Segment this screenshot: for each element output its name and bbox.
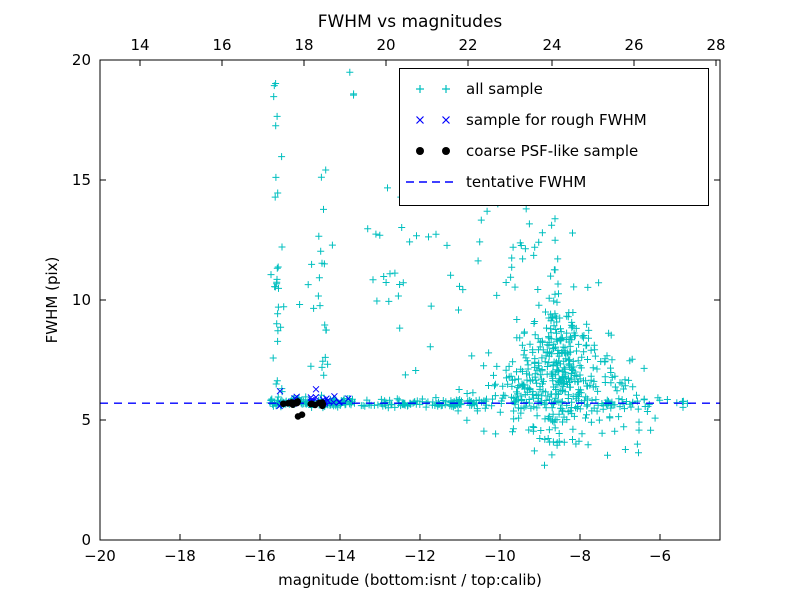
psf-sample-point [298, 411, 306, 419]
x-tick-label: −8 [569, 547, 591, 565]
series-psf-like [280, 398, 327, 420]
legend: all sample sample for rough FWHM coarse PS… [399, 68, 709, 206]
legend-label: all sample [466, 80, 543, 98]
x-tick-label: −18 [164, 547, 196, 565]
psf-sample-point [288, 399, 295, 406]
psf-sample-point [308, 400, 316, 408]
top-tick-label: 26 [624, 36, 643, 54]
top-tick-label: 18 [294, 36, 313, 54]
y-tick-label: 5 [81, 411, 91, 429]
y-tick-label: 20 [72, 51, 91, 69]
x-axis-label: magnitude (bottom:isnt / top:calib) [278, 571, 542, 589]
x-tick-label: −14 [324, 547, 356, 565]
top-axis-ticks: 14 16 18 20 22 24 26 28 [130, 36, 726, 66]
psf-sample-point [293, 399, 301, 407]
y-tick-label: 15 [72, 171, 91, 189]
y-axis-label: FWHM (pix) [43, 257, 61, 344]
y-tick-label: 10 [72, 291, 91, 309]
top-tick-label: 22 [458, 36, 477, 54]
y-axis-ticks: 0 5 10 15 20 [72, 51, 720, 549]
scatter-series [100, 68, 720, 469]
legend-label: coarse PSF-like sample [466, 142, 638, 160]
top-tick-label: 16 [212, 36, 231, 54]
legend-label: sample for rough FWHM [466, 111, 647, 129]
legend-label: tentative FWHM [466, 173, 586, 191]
plot-frame [99, 59, 721, 541]
x-tick-label: −12 [404, 547, 436, 565]
legend-marker-plus-icon [416, 85, 450, 93]
psf-sample-point [315, 399, 323, 407]
top-tick-label: 24 [542, 36, 561, 54]
y-tick-label: 0 [81, 531, 91, 549]
top-tick-label: 20 [376, 36, 395, 54]
x-tick-label: −20 [84, 547, 116, 565]
x-tick-label: −6 [649, 547, 671, 565]
chart-title: FWHM vs magnitudes [318, 12, 503, 32]
legend-marker-dot-icon [442, 147, 450, 155]
bottom-axis-ticks: −20 −18 −16 −14 −12 −10 −8 −6 [84, 534, 671, 565]
x-tick-label: −10 [484, 547, 516, 565]
x-tick-label: −16 [244, 547, 276, 565]
legend-marker-x-icon [416, 116, 450, 124]
top-tick-label: 28 [706, 36, 725, 54]
legend-marker-dot-icon [416, 147, 424, 155]
top-tick-label: 14 [130, 36, 149, 54]
